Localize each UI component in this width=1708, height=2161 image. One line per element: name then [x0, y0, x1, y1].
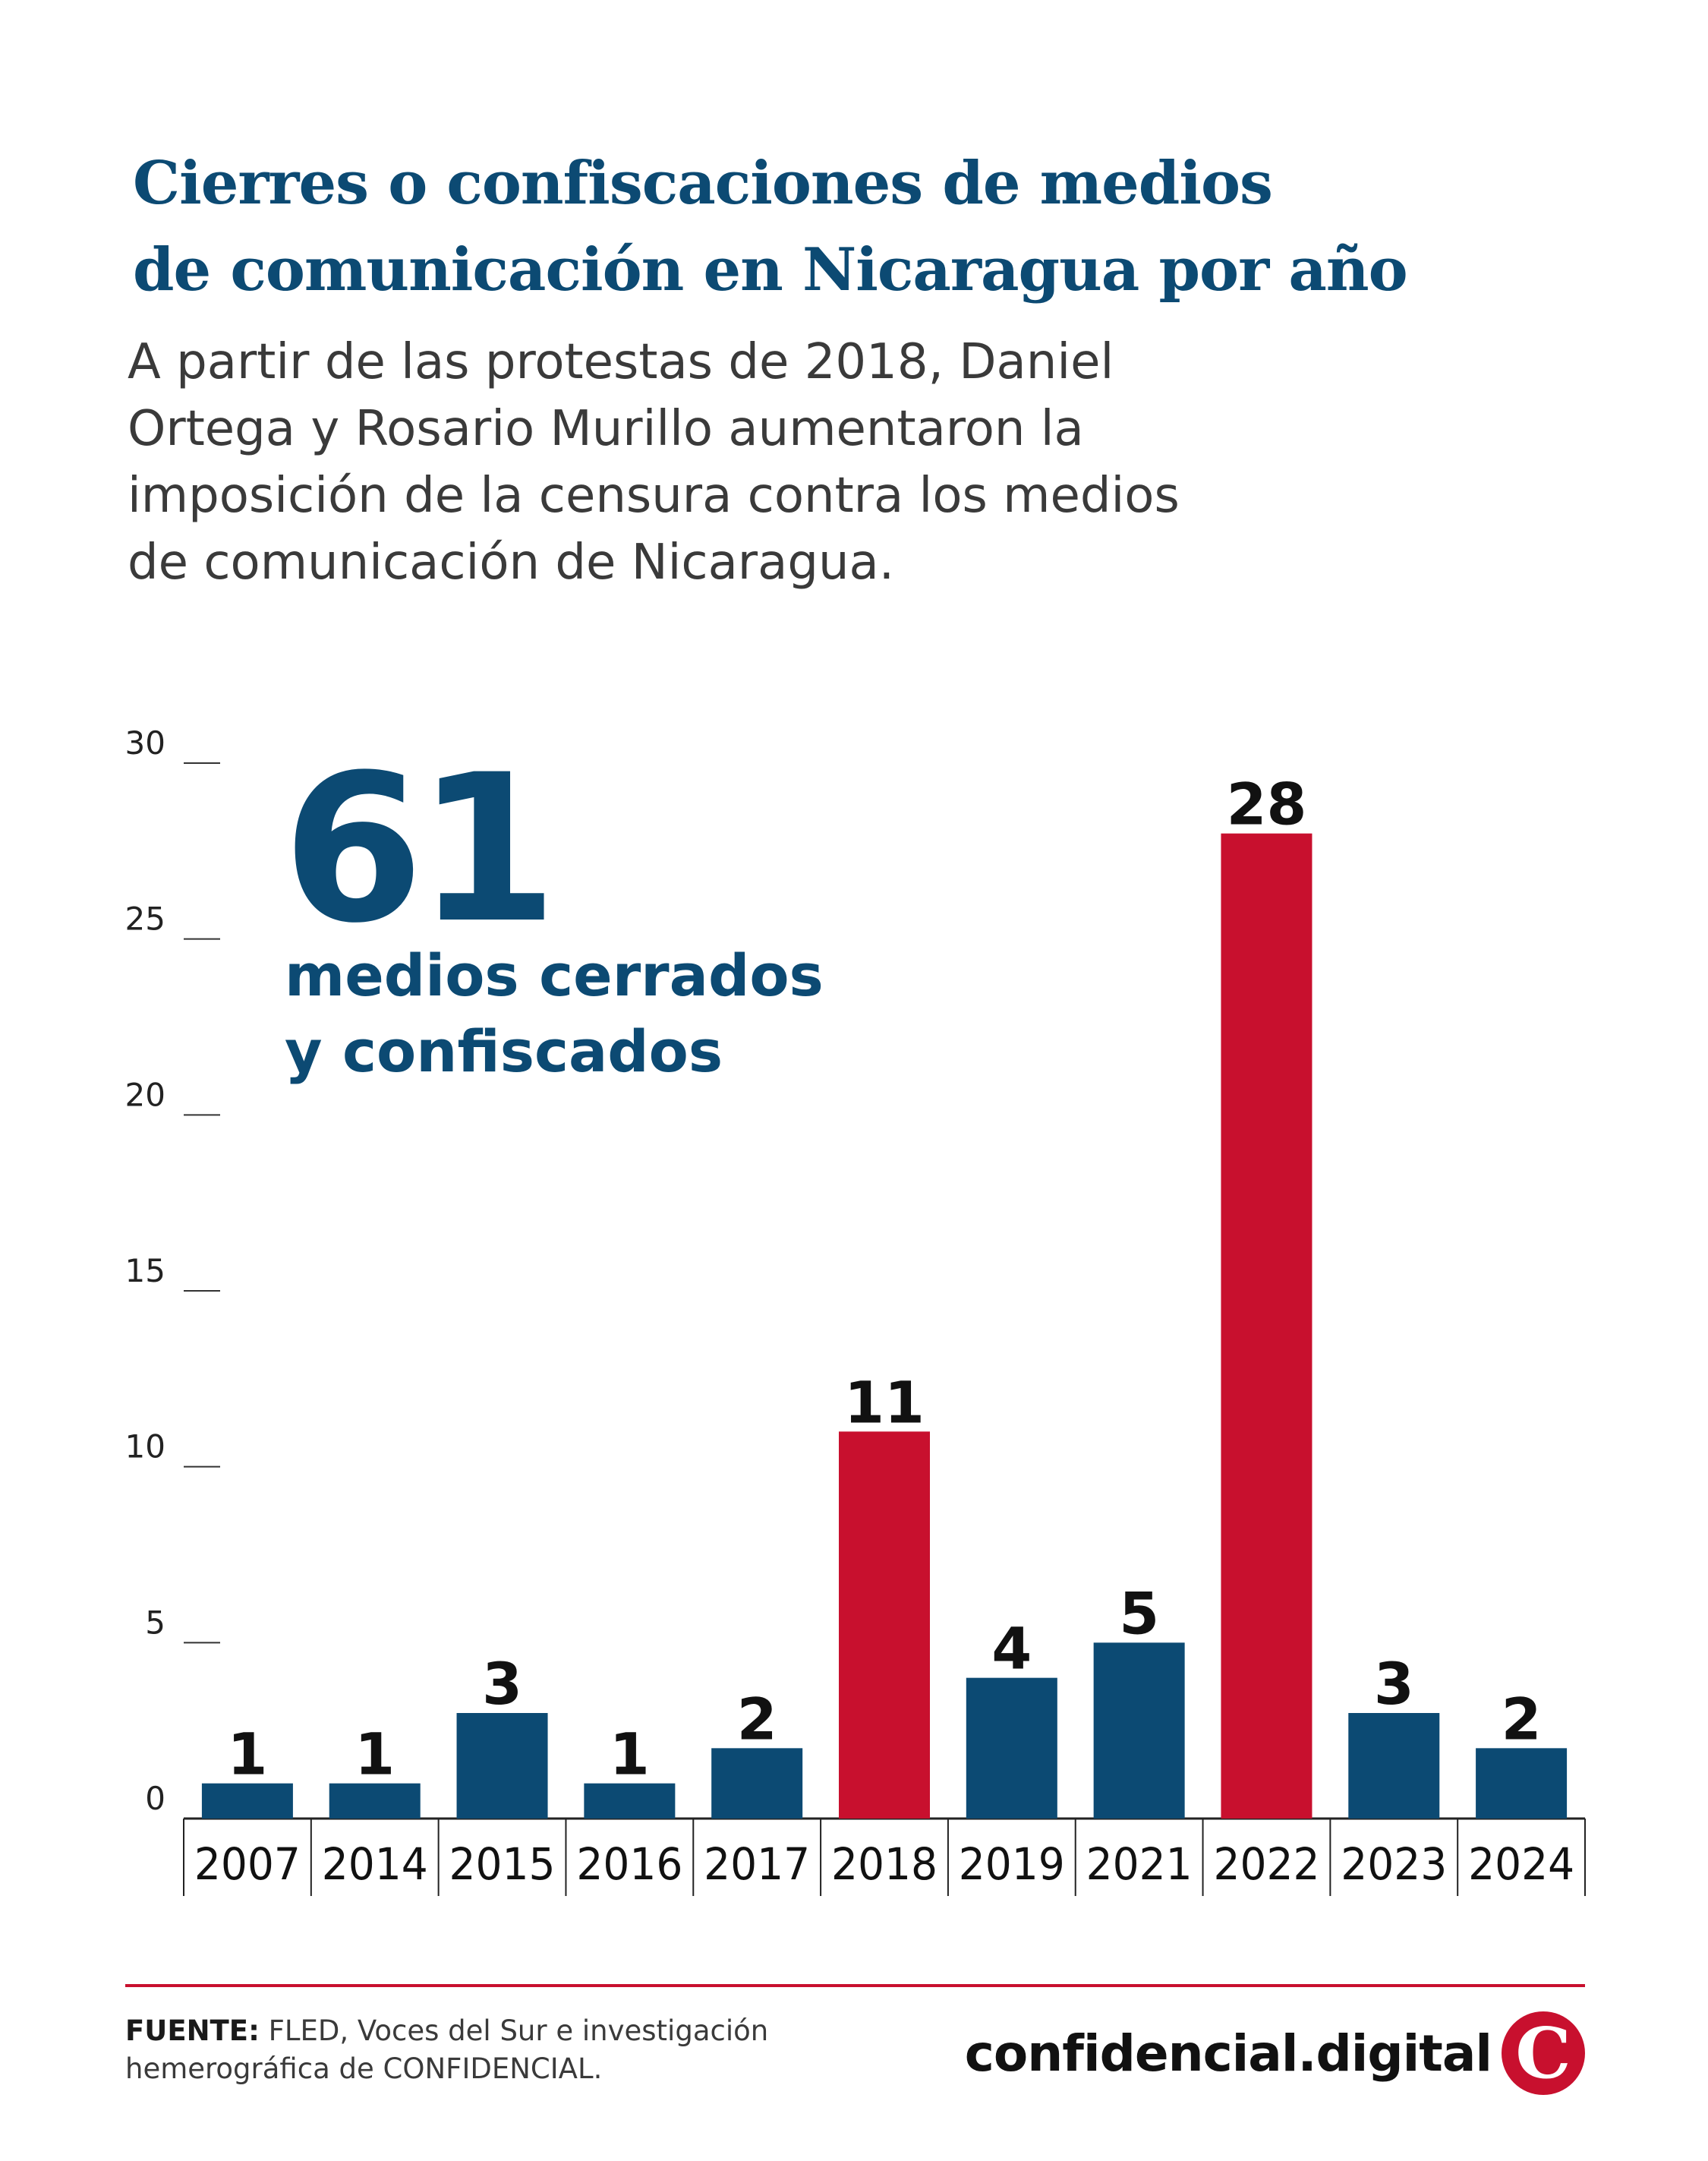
source-note: FUENTE: FLED, Voces del Sur e investigac…: [125, 2012, 922, 2088]
x-tick-label: 2024: [1468, 1838, 1574, 1890]
bar-value-label: 5: [1119, 1579, 1159, 1647]
bar-2024: [1476, 1748, 1568, 1819]
y-tick-label: 25: [125, 901, 165, 938]
x-tick-label: 2007: [194, 1838, 301, 1890]
subtitle-line-3: imposición de la censura contra los medi…: [128, 468, 1180, 524]
subtitle-line-1: A partir de las protestas de 2018, Danie…: [128, 334, 1114, 390]
bar-2014: [329, 1783, 421, 1819]
total-caption: medios cerrados y confiscados: [285, 938, 968, 1090]
x-tick-label: 2021: [1086, 1838, 1193, 1890]
x-tick-label: 2017: [704, 1838, 810, 1890]
bar-value-label: 3: [1374, 1650, 1414, 1718]
source-label: FUENTE:: [125, 2014, 260, 2047]
bar-value-label: 4: [991, 1615, 1032, 1683]
subtitle-line-2: Ortega y Rosario Murillo aumentaron la: [128, 401, 1084, 457]
total-caption-line-2: y confiscados: [285, 1017, 723, 1085]
bar-2022: [1221, 833, 1313, 1819]
bar-value-label: 11: [844, 1368, 925, 1436]
y-tick-label: 10: [125, 1428, 165, 1465]
bar-2018: [839, 1431, 930, 1819]
brand-name: confidencial.digital: [964, 2024, 1492, 2083]
x-tick-label: 2023: [1341, 1838, 1447, 1890]
bar-value-label: 1: [610, 1721, 650, 1788]
bar-2007: [201, 1783, 293, 1819]
bar-value-label: 28: [1227, 771, 1307, 838]
bar-2019: [966, 1677, 1057, 1819]
bar-value-label: 2: [737, 1685, 777, 1752]
bar-2023: [1348, 1713, 1440, 1819]
y-tick-label: 30: [125, 724, 165, 762]
chart-subtitle: A partir de las protestas de 2018, Danie…: [128, 329, 1342, 596]
y-tick-label: 20: [125, 1076, 165, 1113]
bar-2015: [456, 1713, 548, 1819]
x-tick-label: 2014: [322, 1838, 428, 1890]
y-tick-label: 15: [125, 1252, 165, 1289]
x-tick-label: 2019: [959, 1838, 1065, 1890]
bar-2016: [584, 1783, 676, 1819]
title-line-2: de comunicación en Nicaragua por año: [133, 235, 1408, 304]
title-line-1: Cierres o confiscaciones de medios: [133, 149, 1273, 218]
chart-title: Cierres o confiscaciones de medios de co…: [133, 140, 1613, 314]
subtitle-line-4: de comunicación de Nicaragua.: [128, 535, 895, 591]
y-tick-label: 0: [145, 1780, 165, 1817]
y-tick-label: 5: [145, 1604, 165, 1641]
bar-value-label: 2: [1502, 1685, 1542, 1752]
x-tick-label: 2022: [1213, 1838, 1319, 1890]
bar-value-label: 3: [482, 1650, 522, 1718]
bar-value-label: 1: [355, 1721, 395, 1788]
total-number: 61: [282, 731, 558, 968]
bar-value-label: 1: [227, 1721, 267, 1788]
source-text-line-2: hemerográfica de CONFIDENCIAL.: [125, 2052, 603, 2085]
brand-logo-icon: C: [1502, 2011, 1585, 2095]
bar-2017: [711, 1748, 803, 1819]
source-divider: [125, 1984, 1585, 1987]
x-tick-label: 2018: [831, 1838, 938, 1890]
total-caption-line-1: medios cerrados: [285, 942, 824, 1009]
source-text-line-1: FLED, Voces del Sur e investigación: [268, 2014, 769, 2047]
x-tick-label: 2016: [576, 1838, 682, 1890]
bar-2021: [1093, 1642, 1185, 1819]
x-tick-label: 2015: [449, 1838, 556, 1890]
